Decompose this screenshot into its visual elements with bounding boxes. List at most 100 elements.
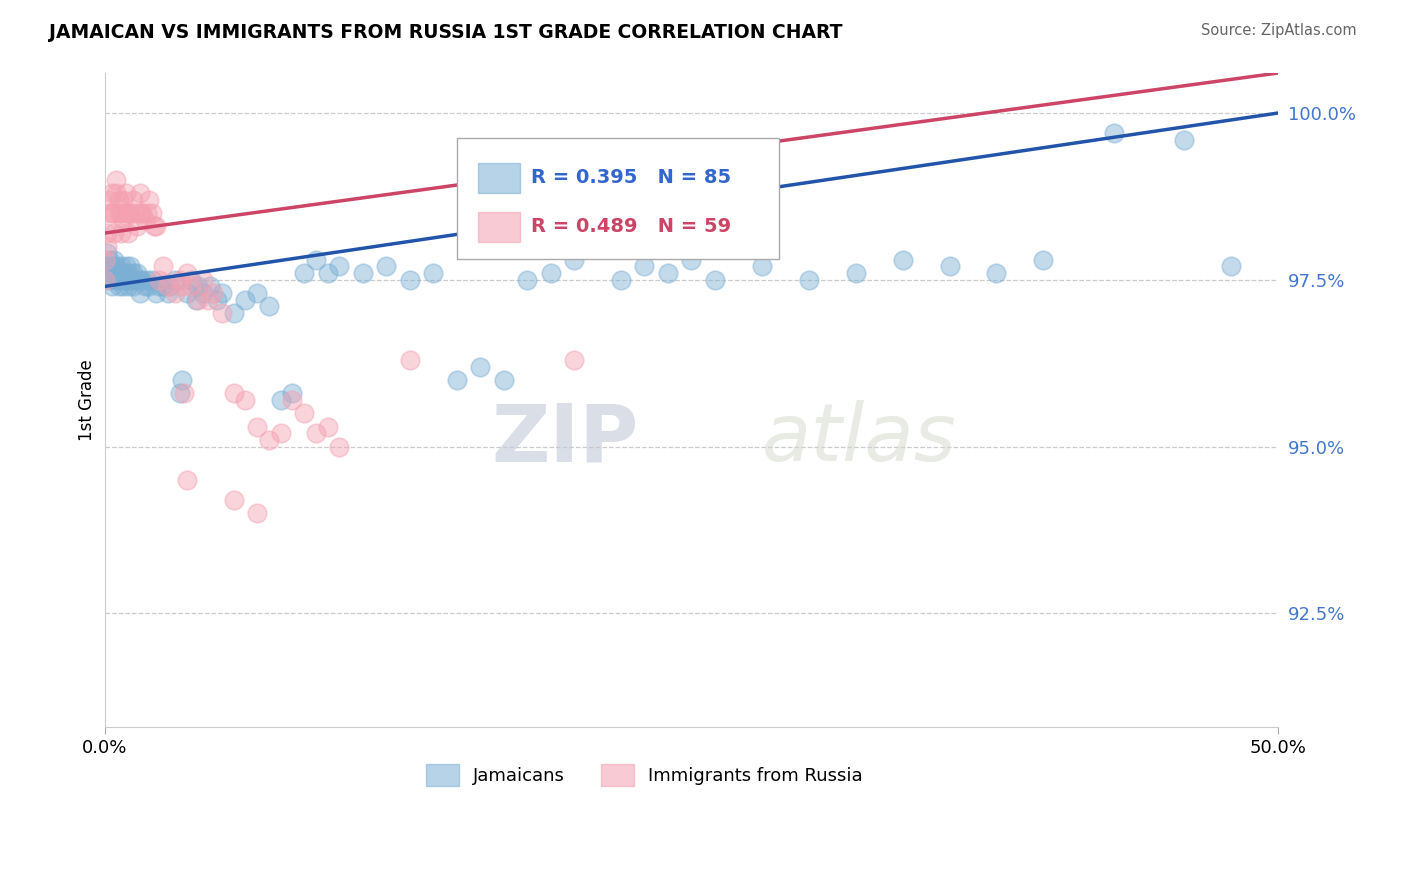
Point (246, 506, 269, 520)
Point (180, 273, 202, 287)
Point (128, 273, 150, 287)
Point (152, 279, 174, 293)
Point (170, 373, 193, 387)
Point (96, 266, 118, 280)
Point (375, 260, 398, 274)
Point (124, 206, 146, 220)
Point (316, 419, 339, 434)
Point (222, 492, 245, 507)
FancyBboxPatch shape (457, 138, 779, 260)
Point (105, 172, 128, 186)
Point (305, 252, 328, 267)
Point (93, 260, 115, 274)
Point (938, 260, 960, 274)
Point (163, 286, 186, 301)
Point (114, 260, 136, 274)
Point (845, 266, 868, 280)
Point (105, 260, 128, 274)
Point (1032, 252, 1054, 267)
Point (156, 279, 179, 293)
Point (134, 279, 156, 293)
Point (562, 352, 585, 367)
Point (468, 359, 491, 374)
Point (117, 226, 139, 240)
Point (193, 286, 215, 301)
Point (98, 252, 121, 267)
FancyBboxPatch shape (478, 211, 520, 242)
Point (201, 286, 224, 301)
Point (100, 186, 122, 200)
Point (128, 206, 150, 220)
Point (105, 186, 128, 200)
Point (131, 273, 153, 287)
Point (128, 186, 150, 200)
Point (110, 206, 132, 220)
Text: JAMAICAN VS IMMIGRANTS FROM RUSSIA 1ST GRADE CORRELATION CHART: JAMAICAN VS IMMIGRANTS FROM RUSSIA 1ST G… (49, 23, 842, 42)
Point (103, 226, 125, 240)
Point (98, 273, 121, 287)
Point (222, 386, 245, 401)
Point (186, 293, 208, 307)
Point (292, 266, 315, 280)
Point (492, 373, 515, 387)
Point (114, 273, 136, 287)
Point (121, 266, 143, 280)
Point (292, 406, 315, 420)
Point (112, 266, 135, 280)
Point (110, 260, 132, 274)
Point (110, 273, 132, 287)
Point (107, 206, 129, 220)
Point (281, 386, 304, 401)
Point (891, 252, 914, 267)
Point (1173, 133, 1195, 147)
Y-axis label: 1st Grade: 1st Grade (79, 359, 96, 441)
Point (105, 273, 128, 287)
Point (145, 286, 167, 301)
Point (98, 193, 121, 207)
Point (138, 279, 160, 293)
Point (281, 392, 304, 407)
Point (96, 246, 118, 260)
Point (328, 440, 350, 454)
Point (103, 252, 125, 267)
Text: Source: ZipAtlas.com: Source: ZipAtlas.com (1201, 23, 1357, 38)
Point (96, 226, 118, 240)
Point (173, 386, 195, 401)
Point (797, 273, 820, 287)
Text: atlas: atlas (762, 401, 956, 478)
Text: R = 0.395   N = 85: R = 0.395 N = 85 (530, 168, 731, 187)
Legend: Jamaicans, Immigrants from Russia: Jamaicans, Immigrants from Russia (419, 756, 870, 793)
Point (156, 286, 179, 301)
Point (751, 260, 773, 274)
Point (187, 279, 209, 293)
Point (633, 260, 655, 274)
Text: R = 0.489   N = 59: R = 0.489 N = 59 (530, 217, 731, 236)
Point (112, 279, 135, 293)
Point (610, 273, 633, 287)
Point (257, 433, 280, 447)
Point (127, 219, 149, 234)
Point (128, 286, 150, 301)
Point (148, 279, 170, 293)
Point (180, 279, 202, 293)
Point (235, 293, 257, 307)
Point (142, 219, 165, 234)
Point (138, 193, 160, 207)
Point (124, 273, 146, 287)
Point (398, 273, 420, 287)
Point (270, 392, 292, 407)
Point (93, 273, 115, 287)
Point (107, 279, 129, 293)
Point (422, 266, 444, 280)
Point (211, 286, 233, 301)
Point (681, 252, 703, 267)
Point (187, 293, 209, 307)
Point (117, 266, 139, 280)
Point (152, 260, 174, 274)
Point (540, 266, 562, 280)
Point (107, 266, 129, 280)
Point (117, 279, 139, 293)
Point (103, 266, 125, 280)
Point (257, 300, 280, 314)
Point (114, 206, 136, 220)
